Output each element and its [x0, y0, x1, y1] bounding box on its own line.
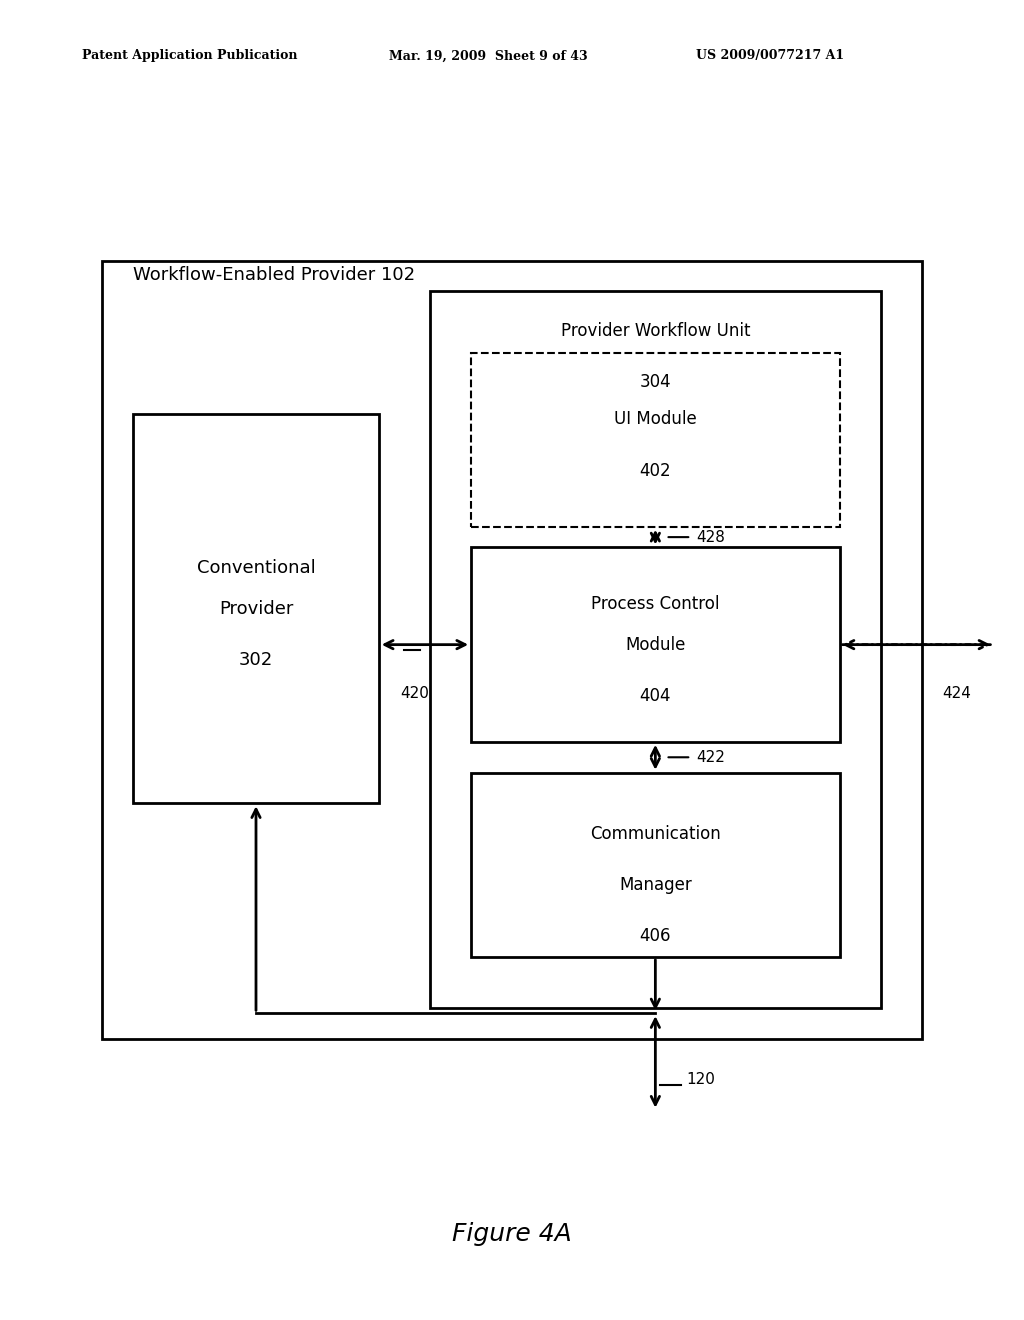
Bar [471, 548, 840, 742]
Text: 422: 422 [696, 750, 725, 764]
Text: US 2009/0077217 A1: US 2009/0077217 A1 [696, 49, 845, 62]
Bar [471, 772, 840, 957]
Text: Provider Workflow Unit: Provider Workflow Unit [560, 322, 751, 341]
Text: Module: Module [626, 636, 685, 653]
Bar [471, 352, 840, 527]
Text: Patent Application Publication: Patent Application Publication [82, 49, 297, 62]
Bar [133, 414, 379, 804]
Text: 404: 404 [640, 686, 671, 705]
Bar [102, 260, 922, 1039]
Text: Conventional: Conventional [197, 558, 315, 577]
Text: Workflow-Enabled Provider 102: Workflow-Enabled Provider 102 [133, 265, 416, 284]
Text: Provider: Provider [219, 599, 293, 618]
Text: 428: 428 [696, 529, 725, 545]
Text: Mar. 19, 2009  Sheet 9 of 43: Mar. 19, 2009 Sheet 9 of 43 [389, 49, 588, 62]
Text: 420: 420 [400, 685, 429, 701]
Text: 402: 402 [640, 462, 671, 479]
Text: 406: 406 [640, 928, 671, 945]
Text: Communication: Communication [590, 825, 721, 843]
Text: 304: 304 [640, 374, 671, 391]
Text: Process Control: Process Control [591, 595, 720, 612]
Text: 424: 424 [942, 685, 971, 701]
Text: UI Module: UI Module [614, 411, 696, 429]
Text: Manager: Manager [618, 876, 692, 894]
Text: 120: 120 [686, 1072, 715, 1088]
Bar [430, 292, 881, 1008]
Text: Figure 4A: Figure 4A [453, 1222, 571, 1246]
Text: 302: 302 [239, 651, 273, 669]
